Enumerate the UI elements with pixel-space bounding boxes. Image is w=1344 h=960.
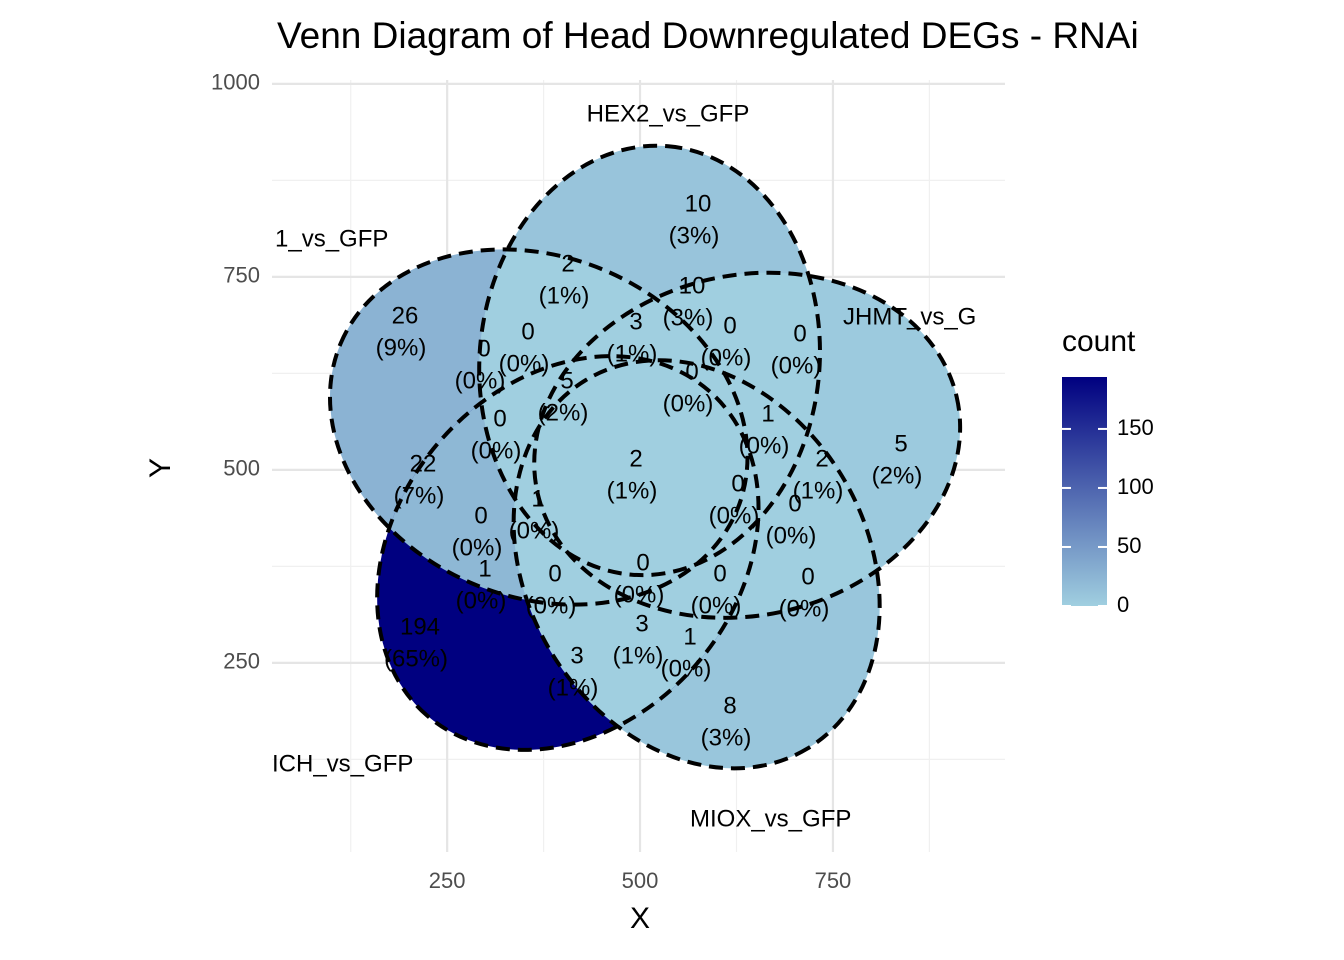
- set-label: 1_vs_GFP: [275, 225, 388, 252]
- region-count: 3: [629, 308, 642, 335]
- region-percent: (0%): [614, 581, 665, 608]
- region-count: 0: [788, 490, 801, 517]
- x-tick-label: 250: [429, 868, 466, 893]
- chart-title: Venn Diagram of Head Downregulated DEGs …: [277, 15, 1139, 56]
- region-count: 0: [713, 560, 726, 587]
- region-percent: (1%): [539, 282, 590, 309]
- region-count: 0: [685, 358, 698, 385]
- region-percent: (0%): [452, 534, 503, 561]
- set-outline: [532, 270, 963, 620]
- set-label: HEX2_vs_GFP: [587, 100, 750, 127]
- x-tick-label: 500: [622, 868, 659, 893]
- region-count: 3: [570, 642, 583, 669]
- region-count: 5: [894, 430, 907, 457]
- region-percent: (7%): [394, 482, 445, 509]
- region-percent: (0%): [509, 517, 560, 544]
- region-count: 1: [478, 555, 491, 582]
- legend-tick-label: 150: [1117, 415, 1154, 440]
- legend-tick-label: 0: [1117, 592, 1129, 617]
- region-percent: (1%): [613, 642, 664, 669]
- region-percent: (2%): [872, 462, 923, 489]
- region-percent: (3%): [663, 304, 714, 331]
- region-count: 1: [761, 400, 774, 427]
- region-count: 22: [410, 450, 437, 477]
- region-percent: (0%): [663, 390, 714, 417]
- region-percent: (1%): [607, 477, 658, 504]
- region-count: 10: [679, 272, 706, 299]
- region-count: 0: [723, 312, 736, 339]
- region-percent: (1%): [548, 674, 599, 701]
- region-percent: (1%): [607, 340, 658, 367]
- region-count: 0: [731, 470, 744, 497]
- region-count: 2: [629, 445, 642, 472]
- region-percent: (0%): [499, 350, 550, 377]
- region-percent: (65%): [384, 645, 448, 672]
- region-count: 2: [561, 250, 574, 277]
- y-tick-label: 750: [223, 263, 260, 288]
- x-tick-label: 750: [815, 868, 852, 893]
- region-count: 0: [636, 549, 649, 576]
- region-count: 0: [474, 502, 487, 529]
- region-percent: (0%): [739, 432, 790, 459]
- y-axis-title: Y: [144, 458, 177, 478]
- region-percent: (3%): [669, 222, 720, 249]
- region-percent: (0%): [456, 587, 507, 614]
- region-count: 8: [723, 692, 736, 719]
- y-tick-label: 500: [223, 456, 260, 481]
- legend-colorbar: [1062, 377, 1107, 606]
- region-count: 0: [477, 335, 490, 362]
- region-percent: (3%): [701, 724, 752, 751]
- region-percent: (0%): [661, 655, 712, 682]
- region-percent: (9%): [376, 334, 427, 361]
- region-count: 0: [493, 405, 506, 432]
- set-label: MIOX_vs_GFP: [690, 805, 851, 832]
- legend-tick-label: 100: [1117, 474, 1154, 499]
- region-percent: (1%): [793, 477, 844, 504]
- region-percent: (0%): [779, 595, 830, 622]
- set-outline: [477, 143, 822, 578]
- region-percent: (0%): [771, 352, 822, 379]
- set-label: ICH_vs_GFP: [272, 750, 413, 777]
- region-count: 194: [400, 613, 440, 640]
- region-count: 0: [801, 563, 814, 590]
- region-percent: (0%): [766, 522, 817, 549]
- region-percent: (2%): [538, 399, 589, 426]
- y-tick-label: 1000: [211, 70, 260, 95]
- region-percent: (0%): [455, 367, 506, 394]
- region-percent: (0%): [709, 502, 760, 529]
- region-count: 3: [635, 610, 648, 637]
- legend-title: count: [1062, 325, 1136, 358]
- region-count: 10: [685, 190, 712, 217]
- region-count: 0: [793, 320, 806, 347]
- region-percent: (0%): [526, 592, 577, 619]
- region-count: 1: [531, 485, 544, 512]
- set-outline: [375, 354, 761, 752]
- region-percent: (0%): [691, 592, 742, 619]
- region-count: 0: [521, 318, 534, 345]
- y-tick-label: 250: [223, 649, 260, 674]
- region-count: 2: [815, 445, 828, 472]
- region-percent: (0%): [471, 437, 522, 464]
- set-label: JHMT_vs_G: [843, 303, 976, 330]
- region-count: 0: [548, 560, 561, 587]
- legend-tick-label: 50: [1117, 533, 1141, 558]
- region-percent: (0%): [701, 344, 752, 371]
- region-count: 5: [560, 367, 573, 394]
- set-outline: [511, 358, 882, 771]
- region-count: 26: [392, 302, 419, 329]
- x-axis-title: X: [630, 902, 650, 935]
- region-count: 1: [683, 623, 696, 650]
- set-outline: [327, 247, 750, 607]
